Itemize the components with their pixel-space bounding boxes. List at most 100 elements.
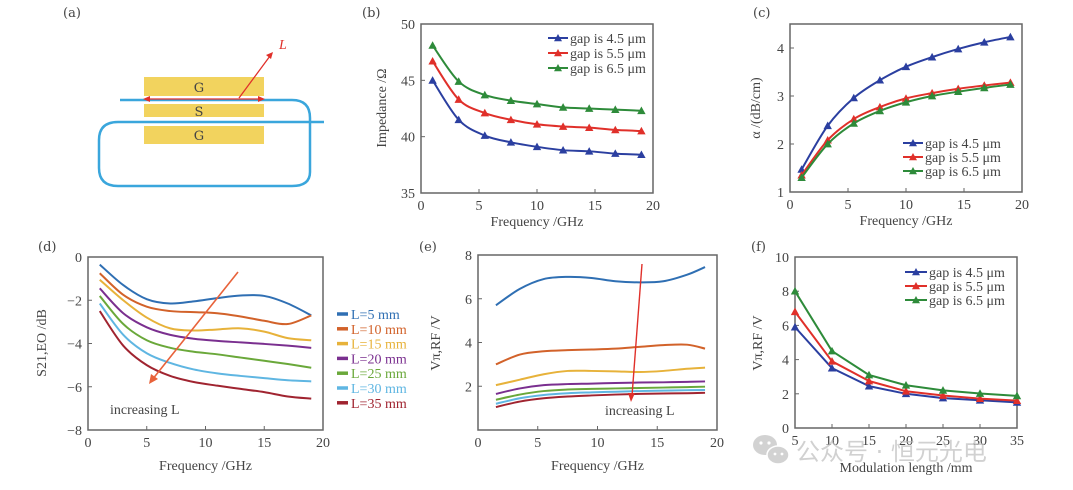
panel-b-series-1-point-4	[532, 120, 542, 128]
panel-c-series-1-point-2	[849, 114, 858, 123]
panel-d-increasing-arrow	[151, 271, 239, 381]
panel-d-s21-chart: (d) 0 5 10 15 20 −8 −6 −4 −2 0 Frequency /GHz S21,EO…	[35, 240, 407, 474]
panel-c-legend-label-2: gap is 6.5 μm	[925, 165, 1001, 180]
panel-f-series-2-point-3	[901, 381, 911, 389]
panel-b-series-0-point-4	[532, 142, 542, 151]
panel-b-ytick-label: 35	[401, 187, 415, 202]
panel-f-series-0-point-0	[790, 322, 800, 331]
panel-b-legend-label-2: gap is 6.5 μm	[570, 62, 646, 77]
panel-e-xtick-label: 10	[591, 436, 605, 451]
signal-electrode	[144, 104, 264, 117]
panel-b-series-0-point-8	[637, 150, 646, 159]
panel-d-ytick-label: −6	[67, 381, 82, 396]
panel-e-series-line-4	[495, 385, 706, 401]
panel-f-series-2-point-5	[975, 389, 985, 397]
panel-d-annotation: increasing L	[110, 403, 180, 418]
panel-d-series-line-2	[99, 278, 312, 342]
panel-f-y-axis-title: Vπ,RF /V	[751, 315, 766, 370]
panel-e-xtick-label: 20	[710, 436, 724, 451]
panel-c-legend-marker-2	[909, 167, 917, 175]
panel-c-x-axis-title: Frequency /GHz	[860, 214, 953, 229]
panel-c-series-0-point-4	[901, 62, 911, 71]
panel-b-series-0-point-3	[506, 138, 516, 146]
panel-f-legend-label-1: gap is 5.5 μm	[929, 280, 1005, 295]
ground-electrode-bottom	[144, 126, 264, 144]
electrode-label-g-top: G	[194, 81, 204, 96]
panel-b-ytick-label: 40	[401, 131, 415, 146]
panel-b-label: (b)	[362, 6, 380, 21]
panel-d-series-line-1	[99, 272, 312, 326]
panel-d-y-axis-title: S21,EO /dB	[35, 309, 50, 377]
panel-c-y-axis-title: α /(dB/cm)	[749, 77, 764, 139]
panel-b-x-axis-title: Frequency /GHz	[491, 215, 584, 230]
panel-c-series-1-point-4	[901, 94, 911, 102]
panel-d-legend-label-6: L=35 mm	[351, 397, 407, 412]
panel-f-label: (f)	[751, 240, 766, 255]
panel-b-series-2-point-5	[558, 103, 568, 111]
panel-b-legend-marker-1	[554, 49, 562, 57]
panel-b-xtick-label: 15	[588, 199, 602, 214]
panel-e-series-line-1	[495, 343, 706, 366]
panel-d-ytick-label: −4	[67, 338, 82, 353]
panel-b-ytick-label: 45	[401, 74, 415, 89]
panel-a: (a) G S G L	[63, 6, 324, 188]
length-pointer-arrow	[238, 55, 271, 99]
panel-d-legend-label-5: L=30 mm	[351, 382, 407, 397]
panel-d-legend-label-3: L=20 mm	[351, 352, 407, 367]
panel-b-series-1-point-7	[611, 125, 620, 134]
panel-c-ytick-label: 3	[777, 90, 784, 105]
panel-c-series-0-point-5	[927, 52, 937, 61]
panel-c-series-2-point-2	[849, 119, 858, 127]
panel-f-xtick-label: 20	[899, 434, 913, 449]
panel-b-series-2-point-6	[585, 104, 594, 112]
panel-f-legend-label-2: gap is 6.5 μm	[929, 294, 1005, 309]
panel-c-xtick-label: 10	[899, 198, 913, 213]
panel-b-series-1-point-2	[480, 108, 489, 117]
panel-e-label: (e)	[419, 240, 437, 255]
panel-f-series-2-point-4	[938, 386, 948, 394]
panel-d-series-line-4	[98, 295, 312, 369]
panel-d-ytick-label: −2	[67, 294, 82, 309]
panel-d-series-line-6	[98, 310, 312, 400]
panel-c-series-2-point-3	[875, 106, 885, 115]
panel-c-series-0-point-2	[849, 93, 858, 102]
panel-d-xtick-label: 5	[143, 436, 150, 451]
panel-d-xtick-label: 0	[85, 436, 92, 451]
watermark-text: 公众号 · 恒元光电	[796, 438, 987, 466]
panel-e-ytick-label: 4	[465, 337, 472, 352]
panel-f-xtick-label: 15	[862, 434, 876, 449]
panel-b-series-2-point-0	[428, 41, 437, 49]
panel-b-legend-marker-2	[554, 64, 562, 72]
panel-e-arrowhead-icon	[628, 393, 635, 402]
panel-e-increasing-arrow	[631, 263, 643, 397]
panel-f-xtick-label: 30	[973, 434, 987, 449]
panel-c-xtick-label: 20	[1015, 198, 1029, 213]
panel-c-series-2-point-4	[901, 98, 911, 106]
panel-c-ytick-label: 2	[777, 138, 784, 153]
panel-d-arrowhead-icon	[149, 374, 158, 384]
panel-d-ytick-label: −8	[67, 424, 82, 439]
panel-b-series-0-point-1	[454, 115, 463, 124]
panel-f-ytick-label: 6	[782, 319, 789, 334]
panel-b-series-1-point-0	[428, 56, 437, 65]
panel-b-series-2-point-2	[480, 90, 489, 99]
panel-c-xtick-label: 0	[787, 198, 794, 213]
panel-b-series-0-point-7	[611, 149, 620, 157]
panel-c-xtick-label: 15	[957, 198, 971, 213]
panel-e-ytick-label: 6	[465, 293, 472, 308]
panel-d-xtick-label: 15	[257, 436, 271, 451]
panel-c-attenuation-chart: (c) 0 5 10 15 20 1 2 3 4 Frequency /GHz α /(dB/cm) g…	[749, 6, 1029, 229]
panel-e-ytick-label: 2	[465, 380, 472, 395]
panel-b-series-1-point-6	[585, 123, 594, 132]
panel-c-legend-label-0: gap is 4.5 μm	[925, 137, 1001, 152]
panel-b-series-1-point-8	[637, 126, 646, 135]
panel-b-series-2-point-4	[532, 99, 542, 108]
arrowhead-left-icon	[143, 96, 150, 102]
panel-d-series-line-0	[99, 263, 312, 317]
panel-f-series-1-point-6	[1012, 396, 1022, 404]
panel-d-legend-label-4: L=25 mm	[351, 367, 407, 382]
panel-c-legend-marker-0	[909, 139, 917, 147]
panel-f-series-1-point-2	[864, 376, 874, 385]
panel-b-series-1-point-1	[454, 95, 463, 103]
